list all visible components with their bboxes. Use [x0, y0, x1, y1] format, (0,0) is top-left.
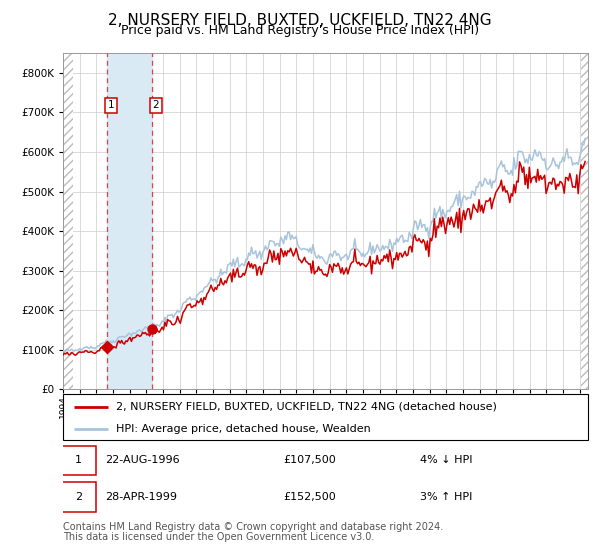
Text: 1: 1	[75, 455, 82, 465]
Text: £152,500: £152,500	[284, 492, 336, 502]
FancyBboxPatch shape	[61, 446, 96, 475]
Text: HPI: Average price, detached house, Wealden: HPI: Average price, detached house, Weal…	[115, 424, 370, 435]
Text: £107,500: £107,500	[284, 455, 336, 465]
Text: 2, NURSERY FIELD, BUXTED, UCKFIELD, TN22 4NG: 2, NURSERY FIELD, BUXTED, UCKFIELD, TN22…	[108, 13, 492, 28]
Text: 2: 2	[74, 492, 82, 502]
Bar	[581, 53, 589, 389]
Text: 28-APR-1999: 28-APR-1999	[105, 492, 177, 502]
Text: This data is licensed under the Open Government Licence v3.0.: This data is licensed under the Open Gov…	[63, 532, 374, 542]
Text: Price paid vs. HM Land Registry's House Price Index (HPI): Price paid vs. HM Land Registry's House …	[121, 24, 479, 37]
Text: 2, NURSERY FIELD, BUXTED, UCKFIELD, TN22 4NG (detached house): 2, NURSERY FIELD, BUXTED, UCKFIELD, TN22…	[115, 402, 496, 412]
Text: Contains HM Land Registry data © Crown copyright and database right 2024.: Contains HM Land Registry data © Crown c…	[63, 522, 443, 532]
Bar	[63, 53, 73, 389]
FancyBboxPatch shape	[63, 394, 588, 440]
Text: 4% ↓ HPI: 4% ↓ HPI	[420, 455, 473, 465]
Text: 22-AUG-1996: 22-AUG-1996	[105, 455, 179, 465]
Bar	[107, 53, 152, 389]
Text: 1: 1	[108, 100, 115, 110]
Text: 2: 2	[152, 100, 159, 110]
FancyBboxPatch shape	[61, 483, 96, 512]
Text: 3% ↑ HPI: 3% ↑ HPI	[420, 492, 472, 502]
